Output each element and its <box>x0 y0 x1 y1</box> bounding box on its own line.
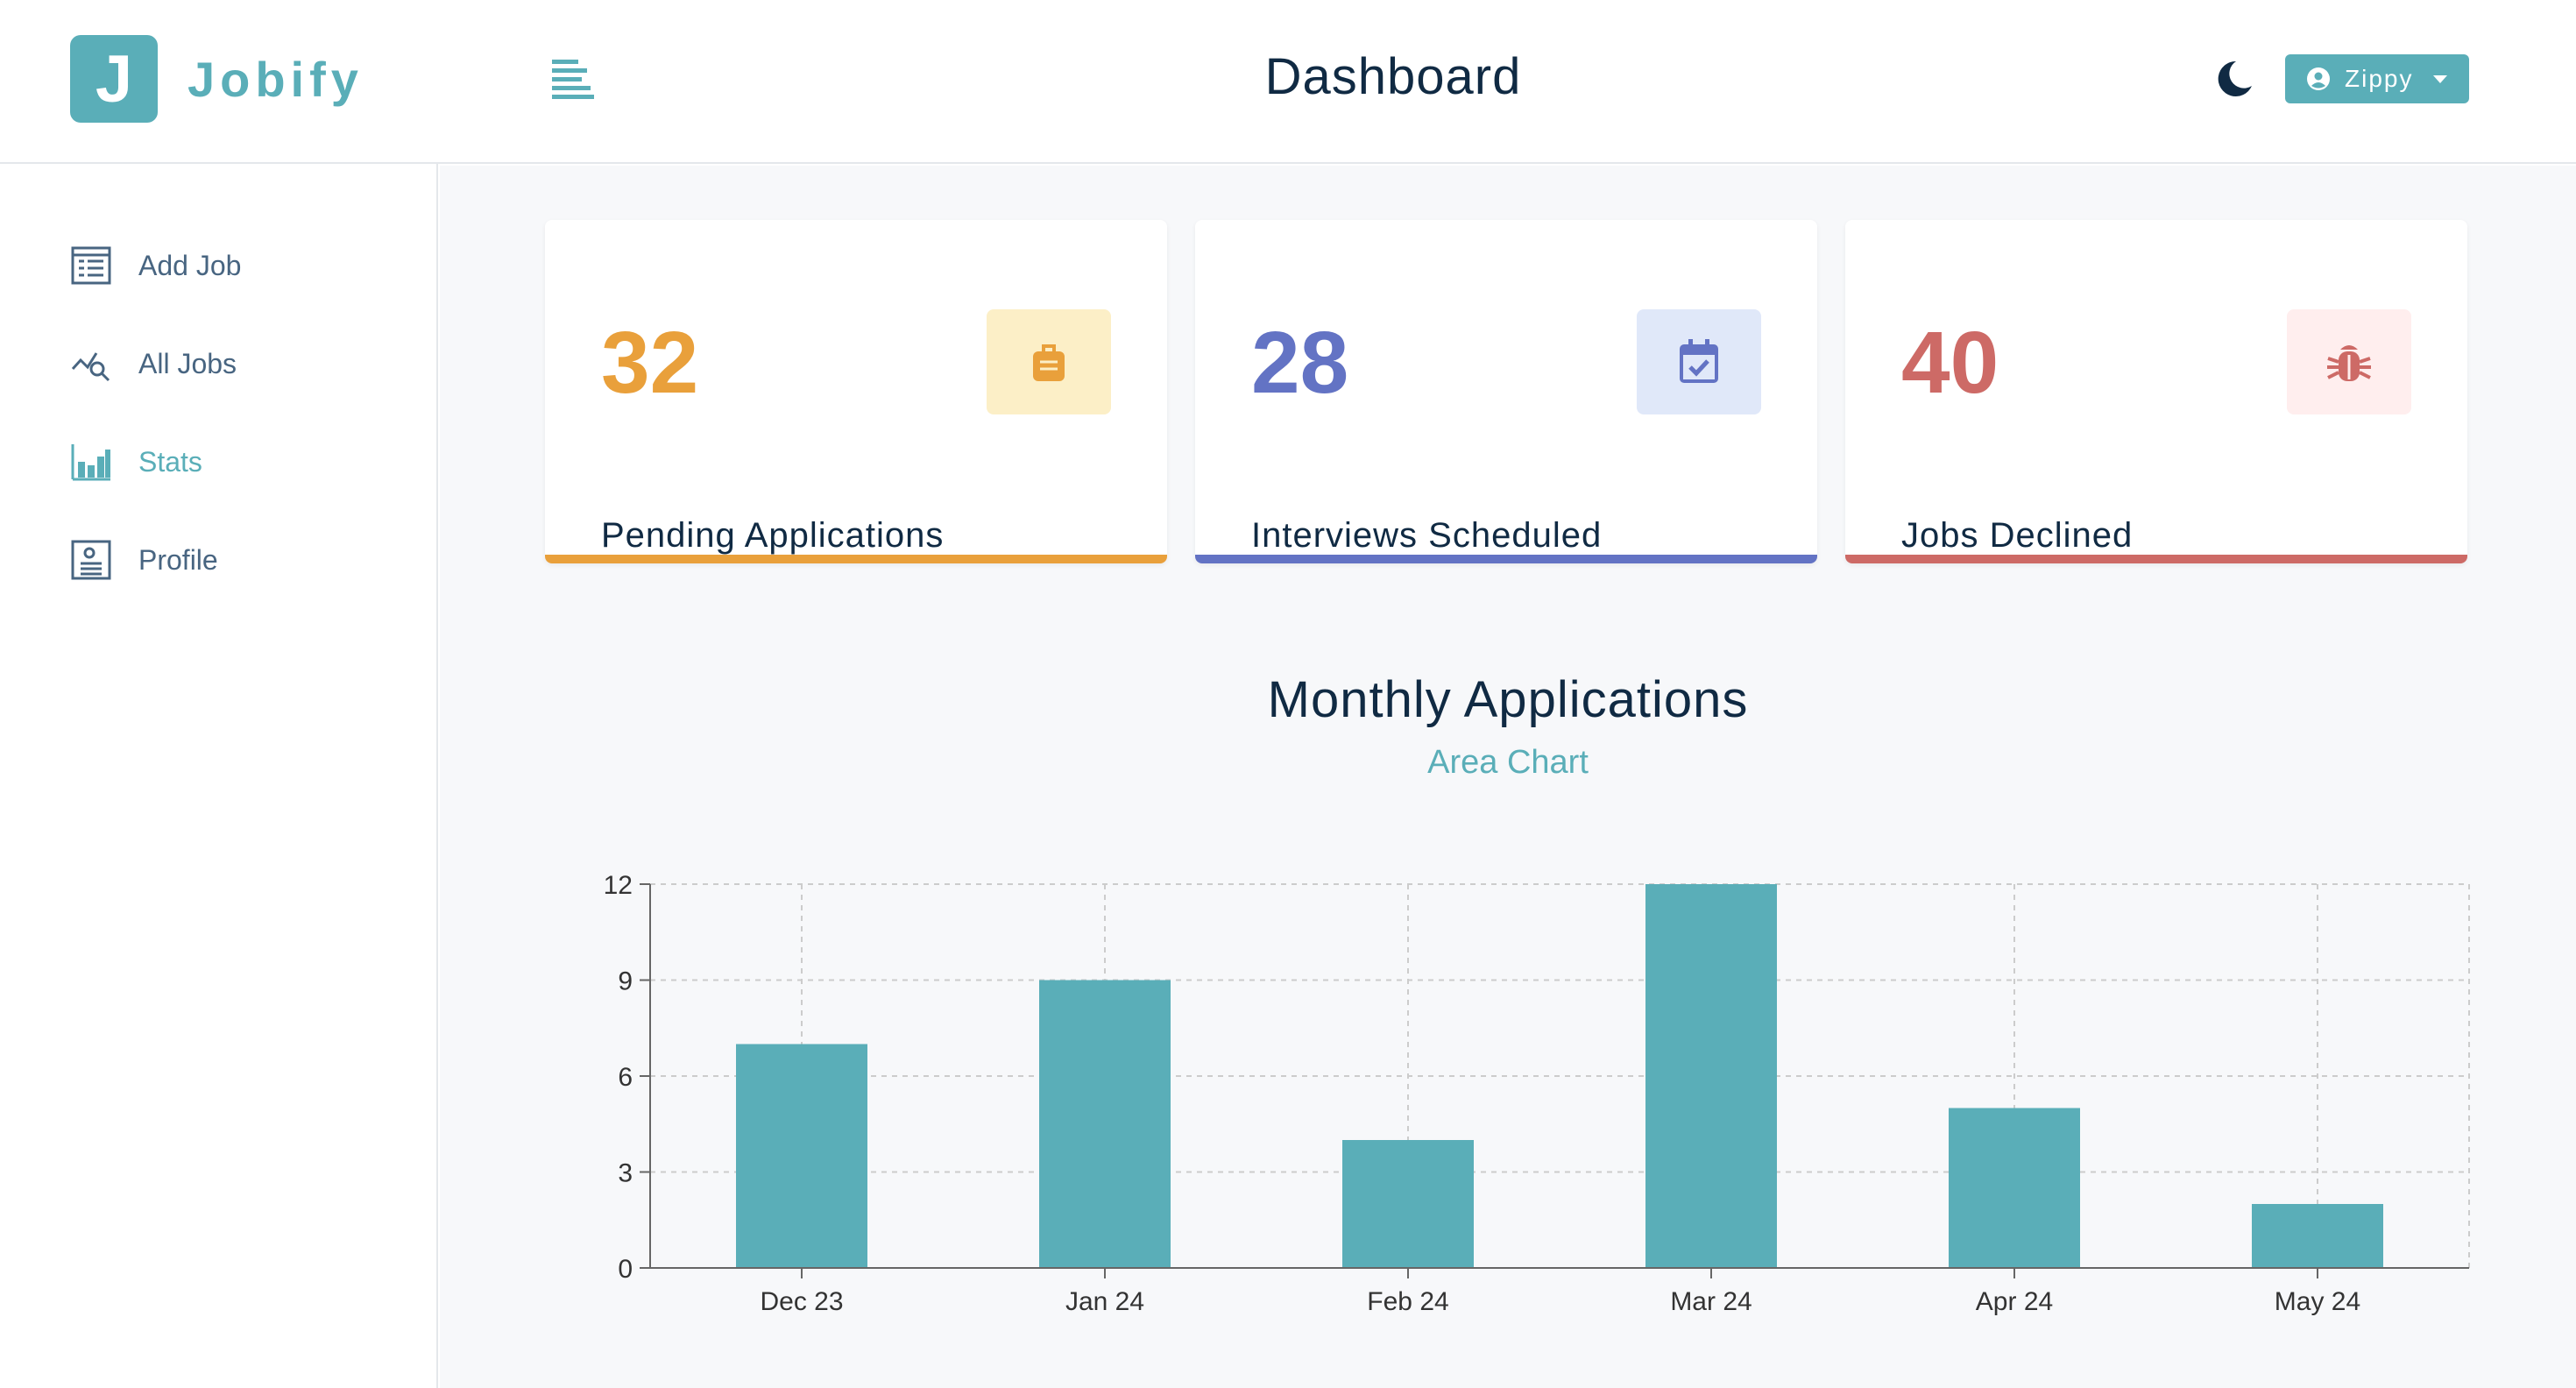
stat-card-pending: 32 Pending Applications <box>545 220 1167 563</box>
menu-toggle-icon[interactable] <box>550 56 596 102</box>
stat-card-accent-bar <box>545 555 1167 563</box>
chart-title: Monthly Applications <box>1267 671 1749 728</box>
logo[interactable]: J Jobify <box>70 35 364 123</box>
user-menu-button[interactable]: Zippy <box>2285 54 2469 103</box>
sidebar-item-label: Add Job <box>138 249 242 281</box>
x-tick-label: Mar 24 <box>1670 1287 1752 1316</box>
calendar-check-icon <box>1680 339 1718 383</box>
sidebar-item-label: Profile <box>138 543 218 576</box>
y-tick-label: 0 <box>618 1255 633 1284</box>
stat-card-interviews: 28 Interviews Scheduled <box>1195 220 1817 563</box>
stat-value: 28 <box>1251 314 1349 412</box>
stat-icon-box <box>1637 309 1761 414</box>
sidebar-item-stats[interactable]: Stats <box>70 441 202 483</box>
main-content: 32 Pending Applications 28 Interviews Sc… <box>440 166 2576 1388</box>
stat-card-accent-bar <box>1845 555 2467 563</box>
stat-card-declined: 40 Jobs Declined <box>1845 220 2467 563</box>
y-tick-label: 12 <box>604 871 633 900</box>
add-job-icon <box>71 246 111 285</box>
stat-icon-box <box>2287 309 2411 414</box>
chart-bar <box>1645 884 1777 1268</box>
user-circle-icon <box>2307 67 2330 90</box>
logo-mark: J <box>70 35 158 123</box>
logo-text: Jobify <box>188 51 364 107</box>
y-tick-label: 3 <box>618 1159 633 1188</box>
stat-label: Pending Applications <box>601 516 945 555</box>
suitcase-icon <box>1033 344 1065 381</box>
y-tick-label: 6 <box>618 1063 633 1092</box>
top-navbar: J Jobify Dashboard Zippy <box>0 0 2576 164</box>
page-title: Dashboard <box>1264 48 1522 105</box>
sidebar: Add Job All Jobs Stats Profile <box>0 164 438 1388</box>
stat-label: Jobs Declined <box>1901 516 2134 555</box>
moon-icon[interactable] <box>2217 60 2254 98</box>
chart-bar <box>1039 980 1171 1268</box>
chart-bar <box>1949 1108 2080 1268</box>
bug-icon <box>2327 345 2371 381</box>
user-name: Zippy <box>2345 65 2414 92</box>
stat-label: Interviews Scheduled <box>1251 516 1603 555</box>
chart-type-toggle[interactable]: Area Chart <box>1427 744 1589 781</box>
y-tick-label: 9 <box>618 967 633 996</box>
stats-icon <box>71 444 110 481</box>
sidebar-item-profile[interactable]: Profile <box>70 539 218 581</box>
stat-card-accent-bar <box>1195 555 1817 563</box>
x-tick-label: May 24 <box>2275 1287 2360 1316</box>
sidebar-item-add-job[interactable]: Add Job <box>70 244 241 287</box>
x-tick-label: Feb 24 <box>1367 1287 1448 1316</box>
sidebar-item-label: All Jobs <box>138 347 237 379</box>
monthly-applications-chart: 0 3 6 9 12 Dec 23 Jan 24 Feb 24 Mar 24 Apr 24 May … <box>604 871 2470 1316</box>
chart-bar <box>1342 1140 1474 1268</box>
profile-icon <box>71 540 111 580</box>
caret-down-icon <box>2433 75 2448 83</box>
sidebar-item-all-jobs[interactable]: All Jobs <box>70 343 237 385</box>
x-tick-label: Jan 24 <box>1065 1287 1144 1316</box>
stat-value: 32 <box>601 314 699 412</box>
x-tick-label: Dec 23 <box>760 1287 843 1316</box>
all-jobs-icon <box>71 352 110 382</box>
chart-bar <box>2252 1204 2383 1268</box>
stat-icon-box <box>987 309 1111 414</box>
stat-value: 40 <box>1901 314 1999 412</box>
chart-bar <box>736 1044 867 1268</box>
sidebar-item-label: Stats <box>138 445 202 478</box>
x-tick-label: Apr 24 <box>1976 1287 2053 1316</box>
